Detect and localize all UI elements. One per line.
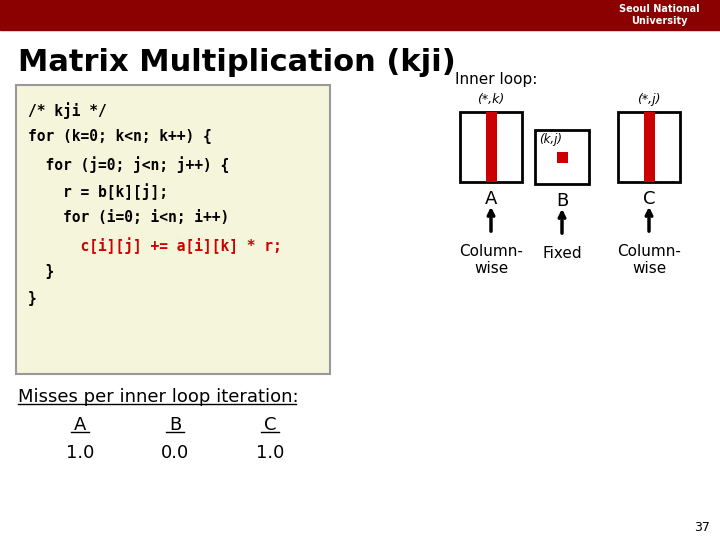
Text: Matrix Multiplication (kji): Matrix Multiplication (kji) xyxy=(18,48,456,77)
Bar xyxy=(460,112,522,182)
Text: }: } xyxy=(28,264,54,279)
Text: B: B xyxy=(556,192,568,210)
Bar xyxy=(0,0,720,30)
Text: c[i][j] += a[i][k] * r;: c[i][j] += a[i][k] * r; xyxy=(28,237,282,254)
Text: A: A xyxy=(485,190,498,208)
Text: /* kji */: /* kji */ xyxy=(28,102,107,119)
Text: r = b[k][j];: r = b[k][j]; xyxy=(28,183,168,200)
Text: Column-
wise: Column- wise xyxy=(617,244,681,276)
Text: for (k=0; k<n; k++) {: for (k=0; k<n; k++) { xyxy=(28,129,212,144)
Bar xyxy=(618,112,680,182)
Bar xyxy=(485,112,497,182)
Text: C: C xyxy=(264,416,276,434)
Text: for (j=0; j<n; j++) {: for (j=0; j<n; j++) { xyxy=(28,156,229,173)
Text: (*,j): (*,j) xyxy=(637,93,661,106)
Text: C: C xyxy=(643,190,655,208)
Text: (*,k): (*,k) xyxy=(477,93,505,106)
Bar xyxy=(535,130,589,184)
Text: Inner loop:: Inner loop: xyxy=(455,72,537,87)
Text: 1.0: 1.0 xyxy=(256,444,284,462)
Text: B: B xyxy=(169,416,181,434)
Text: Seoul National
University: Seoul National University xyxy=(619,4,700,26)
FancyBboxPatch shape xyxy=(16,85,330,374)
Text: 0.0: 0.0 xyxy=(161,444,189,462)
Text: Column-
wise: Column- wise xyxy=(459,244,523,276)
Bar xyxy=(644,112,654,182)
Bar xyxy=(557,152,567,163)
Text: (k,j): (k,j) xyxy=(539,133,562,146)
Text: Fixed: Fixed xyxy=(542,246,582,261)
Text: 1.0: 1.0 xyxy=(66,444,94,462)
Text: 37: 37 xyxy=(694,521,710,534)
Text: }: } xyxy=(28,291,37,306)
Text: for (i=0; i<n; i++): for (i=0; i<n; i++) xyxy=(28,210,229,225)
Text: A: A xyxy=(74,416,86,434)
Text: Misses per inner loop iteration:: Misses per inner loop iteration: xyxy=(18,388,299,406)
